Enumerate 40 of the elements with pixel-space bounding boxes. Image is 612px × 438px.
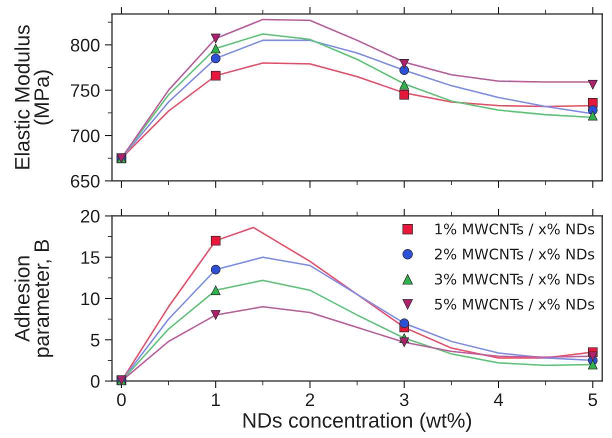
y-tick-label: 700 — [70, 129, 100, 142]
legend-label: 1% MWCNTs / x% NDs — [436, 223, 594, 236]
y-tick-label: 10 — [81, 292, 100, 306]
point — [210, 44, 221, 54]
point — [399, 318, 410, 328]
point — [399, 90, 410, 100]
point — [588, 80, 598, 90]
x-tick-label: 5 — [588, 394, 598, 406]
point — [399, 65, 410, 76]
point — [210, 54, 221, 64]
y-tick-label: 750 — [70, 84, 100, 97]
point — [210, 236, 221, 246]
point — [588, 360, 598, 370]
y-tick-label: 15 — [81, 251, 100, 264]
x-axis-title: NDs concentration (wt%) — [244, 412, 472, 432]
point — [399, 80, 410, 90]
point — [588, 351, 598, 362]
x-tick-label: 0 — [117, 393, 126, 406]
x-tick-label: 1 — [212, 394, 220, 406]
point — [399, 337, 410, 348]
point — [210, 285, 221, 296]
x-tick-label: 2 — [306, 393, 314, 406]
y-axis-title: Elastic Modulus (MPa) — [14, 25, 54, 169]
y-tick-label: 650 — [70, 174, 100, 188]
point — [210, 264, 221, 274]
point — [399, 59, 410, 69]
legend-label: 5% MWCNTs / x% NDs — [435, 298, 594, 311]
x-tick-label: 3 — [400, 393, 408, 406]
legend-label: 3% MWCNTs / x% NDs — [435, 274, 594, 286]
y-tick-label: 800 — [70, 38, 100, 52]
y-axis-title: Adhesion parameter, B — [14, 240, 54, 357]
point — [210, 70, 221, 81]
point — [588, 110, 598, 120]
x-tick-label: 4 — [494, 394, 503, 406]
point — [210, 310, 221, 320]
point — [210, 34, 221, 44]
y-tick-label: 0 — [90, 374, 100, 388]
y-tick-label: 5 — [90, 334, 100, 346]
y-tick-label: 20 — [81, 210, 100, 223]
legend-label: 2% MWCNTs / x% NDs — [434, 248, 594, 261]
